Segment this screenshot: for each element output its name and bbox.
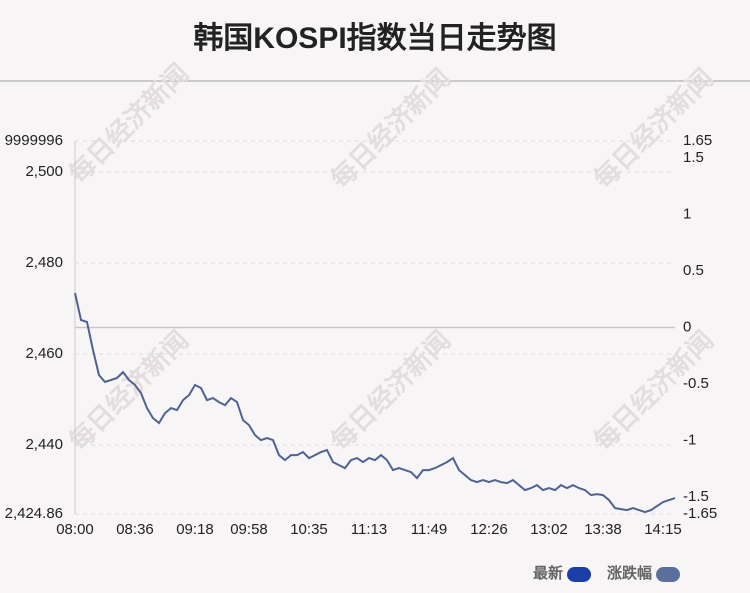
x-tick-label: 14:15 [644, 521, 682, 538]
x-tick-label: 10:35 [290, 521, 328, 538]
legend-label: 涨跌幅 [607, 564, 652, 582]
y2-tick-label: 1.65 [683, 132, 712, 149]
x-tick-label: 13:38 [584, 521, 622, 538]
y-tick-label: 2,500 [25, 163, 63, 180]
price-line [74, 292, 676, 514]
y2-tick-label: 1.5 [683, 149, 704, 166]
legend-label: 最新 [533, 564, 563, 582]
legend-swatch [567, 567, 592, 582]
x-tick-label: 09:18 [176, 521, 214, 538]
y-tick-label: 2,424.86 [5, 505, 63, 522]
y2-tick-label: 1 [683, 205, 691, 222]
y2-tick-label: 0.5 [683, 262, 704, 279]
x-tick-label: 08:00 [56, 521, 94, 538]
chart-title: 韩国KOSPI指数当日走势图 [193, 22, 556, 55]
y2-tick-label: -1.65 [683, 505, 717, 522]
y2-tick-label: -1 [683, 431, 696, 448]
x-tick-label: 11:13 [351, 521, 387, 538]
y2-tick-label: -0.5 [683, 375, 709, 392]
x-tick-label: 08:36 [116, 521, 154, 538]
x-tick-label: 12:26 [470, 521, 508, 538]
y-tick-label: 2,440 [25, 436, 63, 453]
y-tick-label: 9999996 [5, 132, 63, 149]
legend-swatch [656, 567, 681, 582]
x-tick-label: 13:02 [530, 521, 568, 538]
x-tick-label: 09:58 [230, 521, 268, 538]
y-tick-label: 2,480 [25, 254, 63, 271]
y-tick-label: 2,460 [25, 345, 63, 362]
y2-tick-label: 0 [683, 318, 691, 335]
y2-tick-label: -1.5 [683, 488, 709, 505]
x-tick-label: 11:49 [411, 521, 447, 538]
